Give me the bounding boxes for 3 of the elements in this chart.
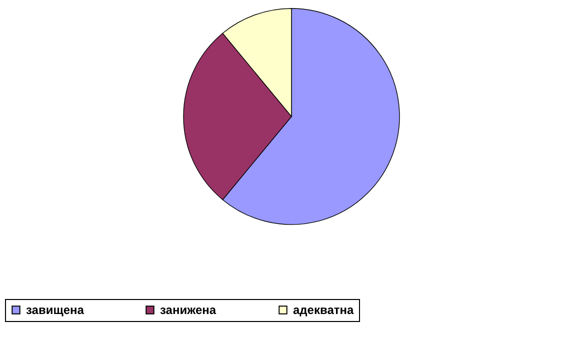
legend-label: завищена — [26, 303, 84, 317]
legend-label: адекватна — [293, 303, 354, 317]
legend-label: занижена — [160, 303, 216, 317]
